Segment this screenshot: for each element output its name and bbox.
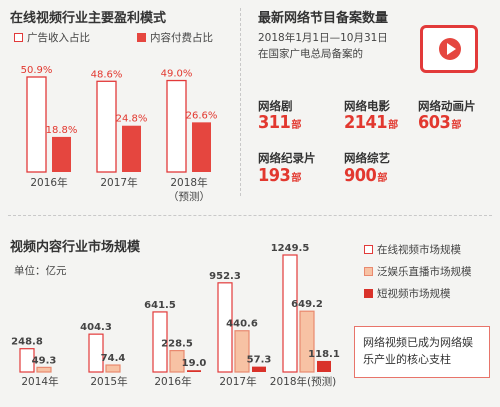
profit-model-chart: 50.9% 18.8% 2016年 48.6% 24.8% 2017年 49.0% 26.6%… — [21, 65, 218, 203]
bar-online-video — [19, 348, 35, 373]
value-label-short: 57.3 — [247, 355, 272, 366]
market-size-chart: 248.8 49.3 2014年 404.3 74.4 2015年 641.5 228.5 19… — [11, 243, 340, 388]
stat-drama-label: 网络剧 — [258, 99, 293, 113]
value-label-online: 248.8 — [11, 337, 43, 348]
category-label: 2017年 — [100, 176, 137, 189]
value-label-content: 24.8% — [116, 114, 148, 125]
legend-live-swatch — [364, 267, 373, 276]
legend-short-label: 短视频市场规模 — [377, 288, 451, 300]
legend-outline-swatch — [14, 33, 23, 42]
category-label: 2014年 — [21, 375, 58, 388]
bar-live-stream — [234, 330, 250, 373]
note-box: 网络视频已成为网络娱乐产业的核心支柱 — [354, 326, 490, 378]
value-label-online: 404.3 — [80, 322, 112, 333]
stat-documentary-number: 193 — [258, 165, 291, 186]
category-label: 2017年 — [219, 375, 256, 388]
stat-documentary-unit: 部 — [291, 173, 302, 184]
bar-online-video — [152, 311, 168, 373]
value-label-short: 19.0 — [182, 358, 207, 369]
filing-authority: 在国家广电总局备案的 — [258, 48, 363, 60]
filing-title: 最新网络节目备案数量 — [258, 11, 389, 26]
stat-movie-label: 网络电影 — [344, 99, 390, 113]
unit-label: 单位：亿元 — [14, 265, 67, 277]
value-label-ad: 48.6% — [91, 69, 123, 80]
stat-movie-value: 2141部 — [344, 112, 398, 133]
value-label-ad: 49.0% — [161, 69, 193, 80]
stat-variety-value: 900部 — [344, 165, 387, 186]
stat-movie-number: 2141 — [344, 112, 388, 133]
bar-ad-revenue — [96, 80, 117, 173]
tablet-play-icon — [420, 25, 478, 73]
value-label-live: 440.6 — [226, 319, 258, 330]
value-label-live: 49.3 — [32, 355, 57, 366]
bar-short-video — [317, 360, 331, 372]
legend-filled-swatch — [137, 33, 146, 42]
stat-drama-unit: 部 — [291, 120, 302, 131]
bar-content-pay — [122, 125, 141, 172]
legend-ad-label: 广告收入占比 — [27, 32, 90, 44]
stat-variety-label: 网络综艺 — [344, 151, 390, 165]
stat-animation-number: 603 — [418, 112, 451, 133]
category-label: 2018年 — [170, 176, 207, 189]
bar-online-video — [282, 254, 298, 373]
bar-content-pay — [52, 136, 71, 172]
legend-short-swatch — [364, 289, 373, 298]
legend-online-label: 在线视频市场规模 — [377, 244, 461, 256]
bar-ad-revenue — [166, 79, 187, 173]
stat-drama-number: 311 — [258, 112, 291, 133]
value-label-live: 228.5 — [161, 339, 193, 350]
legend-live-label: 泛娱乐直播市场规模 — [377, 266, 472, 278]
legend-ad-revenue: 广告收入占比 — [14, 30, 90, 45]
legend-content-label: 内容付费占比 — [150, 32, 213, 44]
filing-period: 2018年1月1日—10月31日 — [258, 32, 388, 44]
value-label-content: 18.8% — [46, 125, 78, 136]
bar-ad-revenue — [26, 76, 47, 173]
value-label-live: 649.2 — [291, 299, 323, 310]
legend-live-stream: 泛娱乐直播市场规模 — [364, 264, 472, 279]
stat-variety-unit: 部 — [377, 173, 388, 184]
bar-short-video — [252, 366, 266, 372]
vertical-divider — [240, 8, 241, 196]
value-label-live: 74.4 — [101, 353, 126, 364]
category-label: 2015年 — [90, 375, 127, 388]
value-label-online: 1249.5 — [271, 243, 310, 254]
bar-content-pay — [192, 122, 211, 172]
bar-online-video — [217, 282, 233, 373]
category-label: 2016年 — [30, 176, 67, 189]
legend-short-video: 短视频市场规模 — [364, 286, 451, 301]
value-label-online: 952.3 — [209, 271, 241, 282]
stat-animation-unit: 部 — [451, 120, 462, 131]
bar-short-video — [187, 370, 201, 372]
bar-live-stream — [169, 350, 185, 373]
bar-live-stream — [299, 310, 315, 373]
legend-content-pay: 内容付费占比 — [137, 30, 213, 45]
legend-online-video: 在线视频市场规模 — [364, 242, 461, 257]
horizontal-divider — [8, 215, 492, 216]
bar-online-video — [88, 333, 104, 373]
stat-documentary-label: 网络纪录片 — [258, 151, 316, 165]
legend-online-swatch — [364, 245, 373, 254]
value-label-online: 641.5 — [144, 300, 176, 311]
value-label-short: 118.1 — [308, 349, 340, 360]
stat-animation-label: 网络动画片 — [418, 99, 476, 113]
stat-documentary-value: 193部 — [258, 165, 301, 186]
stat-variety-number: 900 — [344, 165, 377, 186]
stat-movie-unit: 部 — [388, 120, 399, 131]
stat-animation-value: 603部 — [418, 112, 461, 133]
category-label-note: （预测） — [168, 190, 210, 203]
category-label: 2016年 — [154, 375, 191, 388]
value-label-ad: 50.9% — [21, 65, 53, 76]
market-size-title: 视频内容行业市场规模 — [10, 240, 141, 255]
bar-live-stream — [105, 364, 121, 373]
profit-chart-title: 在线视频行业主要盈利模式 — [10, 11, 167, 26]
stat-drama-value: 311部 — [258, 112, 301, 133]
bar-live-stream — [36, 366, 52, 373]
category-label: 2018年(预测) — [270, 375, 336, 388]
value-label-content: 26.6% — [186, 110, 218, 121]
